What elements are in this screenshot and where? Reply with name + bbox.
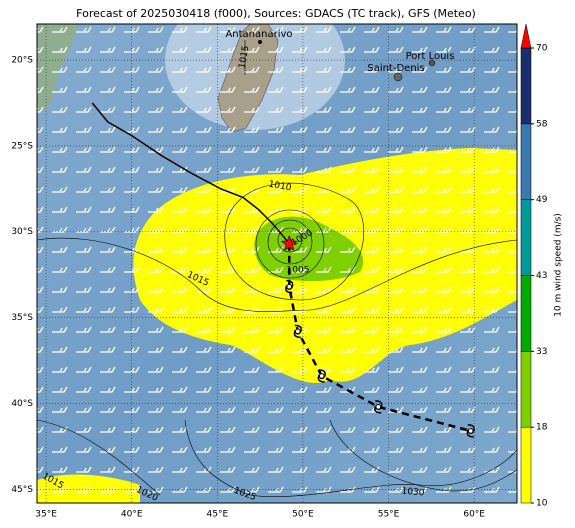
x-tick-label: 50°E [292, 510, 314, 520]
wind-barbs [37, 24, 517, 503]
colorbar-label: 10 m wind speed (m/s) [554, 213, 564, 317]
colorbar-tick-label: 10 [536, 499, 548, 509]
storm-eye [375, 404, 382, 410]
contour-label: 1015 [238, 45, 252, 69]
overlay [37, 24, 517, 503]
x-tick-label: 35°E [35, 510, 57, 520]
place-label: Antananarivo [225, 29, 292, 40]
y-tick-label: 20°S [11, 56, 33, 66]
contour-label: 1005 [287, 266, 310, 276]
colorbar-segment [520, 123, 532, 200]
title: Forecast of 2025030418 (f000), Sources: … [76, 7, 476, 20]
place-dot [428, 59, 436, 67]
x-tick-label: 45°E [207, 510, 229, 520]
colorbar-tick-label: 70 [536, 44, 548, 54]
x-tick-label: 60°E [463, 510, 485, 520]
colorbar-extension [520, 23, 532, 49]
storm-eye [318, 373, 325, 379]
storm-position [280, 234, 298, 251]
colorbar-segment [520, 351, 532, 428]
place-dot [393, 72, 403, 82]
place-label: Saint-Denis [367, 63, 424, 74]
forecast-track [287, 243, 472, 433]
plot-frame [36, 23, 518, 504]
contour-label: 1010 [268, 180, 293, 194]
map-area [37, 24, 517, 503]
y-tick-label: 25°S [11, 141, 33, 151]
x-tick-label: 40°E [121, 510, 143, 520]
colorbar-segment [520, 426, 532, 504]
past-track [91, 102, 290, 245]
contour-label: 1030 [401, 487, 425, 499]
place-dot [258, 40, 262, 44]
colorbar-segment [520, 275, 532, 352]
colorbar-tick-label: 18 [536, 423, 548, 433]
colorbar-tick-label: 33 [536, 347, 547, 357]
isobars [37, 40, 517, 498]
y-tick-label: 35°S [11, 313, 33, 323]
y-tick-label: 45°S [11, 485, 33, 495]
colorbar-tick-label: 58 [536, 119, 548, 129]
storm-eye [295, 328, 301, 335]
colorbar-tick-label: 43 [536, 271, 547, 281]
y-tick-label: 30°S [11, 227, 33, 237]
storm-eye [467, 428, 474, 434]
colorbar-tick-label: 49 [536, 195, 548, 205]
storm-eye [286, 283, 293, 290]
y-tick-label: 40°S [11, 399, 33, 409]
colorbar-segment [520, 199, 532, 276]
x-tick-label: 55°E [378, 510, 400, 520]
colorbar-segment [520, 47, 532, 125]
place-label: Port Louis [406, 51, 455, 62]
